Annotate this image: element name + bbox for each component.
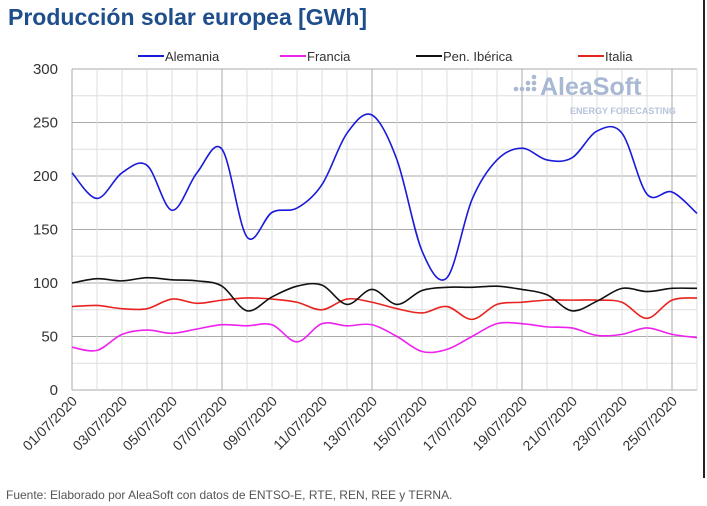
legend-label: Alemania [165, 49, 220, 64]
y-tick-label: 50 [41, 329, 58, 346]
legend-label: Italia [605, 49, 633, 64]
legend-label: Francia [307, 49, 351, 64]
logo-tagline: ENERGY FORECASTING [570, 106, 676, 116]
series-line-pen-ib-rica [71, 276, 698, 312]
y-tick-label: 100 [33, 275, 58, 292]
logo-dot-icon [531, 86, 537, 92]
logo-dot-icon [519, 86, 525, 92]
legend-label: Pen. Ibérica [443, 49, 513, 64]
logo-aleasoft: AleaSoft [540, 73, 642, 101]
y-tick-label: 0 [50, 382, 58, 399]
chart-title: Producción solar europea [GWh] [8, 4, 368, 30]
y-tick-label: 250 [33, 115, 58, 132]
series-line-francia [71, 321, 698, 354]
y-tick-label: 200 [33, 168, 58, 185]
source-note: Fuente: Elaborado por AleaSoft con datos… [6, 488, 453, 502]
series-line-alemania [71, 113, 698, 281]
y-tick-label: 150 [33, 222, 58, 239]
logo-dot-icon [513, 86, 519, 92]
y-tick-label: 300 [33, 61, 58, 78]
logo-dot-icon [525, 80, 531, 86]
x-tick-label: 25/07/2020 [619, 393, 680, 454]
frame-border [703, 0, 705, 478]
logo-dot-icon [531, 80, 537, 86]
logo-dot-icon [531, 74, 537, 80]
logo-dot-icon [525, 86, 531, 92]
x-tick-label: 09/07/2020 [219, 393, 280, 454]
series-line-italia [71, 297, 698, 321]
